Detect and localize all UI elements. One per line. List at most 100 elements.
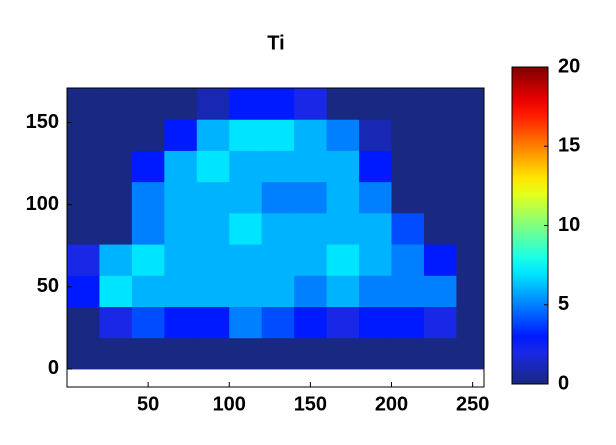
- heatmap-cell: [359, 337, 393, 370]
- heatmap-cell: [261, 244, 295, 276]
- heatmap-cell: [229, 244, 263, 276]
- heatmap-cell: [359, 212, 393, 245]
- heatmap-cell: [423, 337, 457, 370]
- heatmap-cell: [326, 88, 360, 120]
- heatmap-cell: [131, 119, 165, 151]
- heatmap-cell: [99, 306, 133, 339]
- heatmap-cell: [229, 306, 263, 339]
- x-tick-label: 100: [213, 393, 246, 415]
- heatmap-cell: [326, 275, 360, 307]
- heatmap-cell: [131, 150, 165, 183]
- heatmap-cell: [423, 275, 457, 307]
- x-tick-label: 200: [375, 393, 408, 415]
- heatmap-cell: [423, 150, 457, 183]
- heatmap-cell: [391, 244, 425, 276]
- heatmap-cell: [131, 212, 165, 245]
- heatmap-cell: [261, 88, 295, 120]
- heatmap-cell: [164, 244, 198, 276]
- colorbar-tick-label: 20: [558, 55, 580, 77]
- heatmap-cell: [423, 181, 457, 214]
- heatmap-cell: [229, 337, 263, 370]
- heatmap-cell: [294, 119, 328, 151]
- heatmap-cell: [456, 244, 485, 276]
- heatmap-cell: [359, 181, 393, 214]
- heatmap-cell: [326, 181, 360, 214]
- heatmap-cell: [294, 275, 328, 307]
- heatmap-cell: [326, 306, 360, 339]
- heatmap-cell: [261, 275, 295, 307]
- heatmap-cell: [131, 306, 165, 339]
- heatmap-cell: [261, 181, 295, 214]
- heatmap-cell: [359, 150, 393, 183]
- y-tick-label: 100: [26, 193, 59, 215]
- heatmap-cell: [196, 150, 230, 183]
- heatmap-cell: [164, 212, 198, 245]
- heatmap-cell: [359, 306, 393, 339]
- heatmap-cell: [456, 275, 485, 307]
- heatmap-cell: [294, 244, 328, 276]
- colorbar-tick-label: 5: [558, 293, 569, 315]
- heatmap-cell: [131, 275, 165, 307]
- heatmap-cell: [67, 150, 100, 183]
- heatmap-cell: [391, 181, 425, 214]
- heatmap-cell: [164, 275, 198, 307]
- heatmap-cell: [196, 181, 230, 214]
- heatmap-cell: [99, 337, 133, 370]
- heatmap-cell: [423, 212, 457, 245]
- heatmap-cell: [196, 212, 230, 245]
- heatmap-cell: [391, 150, 425, 183]
- plot-frame: [66, 87, 485, 388]
- heatmap-cell: [131, 244, 165, 276]
- heatmap-cell: [326, 150, 360, 183]
- heatmap-cell: [229, 150, 263, 183]
- heatmap-cell: [99, 88, 133, 120]
- heatmap-cell: [99, 150, 133, 183]
- heatmap-cell: [261, 150, 295, 183]
- y-tick-label: 50: [37, 275, 59, 297]
- heatmap-cell: [67, 337, 100, 370]
- heatmap-cell: [261, 119, 295, 151]
- heatmap-cell: [67, 119, 100, 151]
- x-tick-label: 250: [456, 393, 489, 415]
- heatmap-cell: [196, 88, 230, 120]
- heatmap-cell: [67, 88, 100, 120]
- heatmap-cell: [423, 88, 457, 120]
- heatmap-cell: [326, 244, 360, 276]
- heatmap-cell: [456, 212, 485, 245]
- heatmap-cell: [391, 337, 425, 370]
- heatmap-cell: [391, 212, 425, 245]
- heatmap-cell: [456, 119, 485, 151]
- y-tick-label: 150: [26, 111, 59, 133]
- heatmap-cell: [99, 275, 133, 307]
- heatmap-cell: [67, 275, 100, 307]
- heatmap-cell: [456, 88, 485, 120]
- heatmap-cell: [359, 244, 393, 276]
- heatmap-cell: [261, 337, 295, 370]
- heatmap-cell: [326, 337, 360, 370]
- y-tick-label: 0: [48, 357, 59, 379]
- heatmap-cell: [391, 119, 425, 151]
- heatmap-cell: [164, 88, 198, 120]
- heatmap-cell: [294, 181, 328, 214]
- heatmap-cell: [164, 150, 198, 183]
- heatmap-cell: [164, 119, 198, 151]
- colorbar: [511, 66, 549, 385]
- chart-title: Ti: [267, 32, 284, 54]
- heatmap-cell: [164, 306, 198, 339]
- heatmap-cell: [196, 244, 230, 276]
- x-tick-label: 150: [294, 393, 327, 415]
- heatmap-cell: [229, 212, 263, 245]
- heatmap-cell: [196, 275, 230, 307]
- heatmap-cell: [456, 306, 485, 339]
- heatmap-cell: [359, 275, 393, 307]
- heatmap-cell: [164, 181, 198, 214]
- heatmap-cell: [294, 337, 328, 370]
- heatmap-cell: [391, 88, 425, 120]
- heatmap-cell: [359, 88, 393, 120]
- heatmap-cell: [99, 244, 133, 276]
- heatmap-cell: [196, 119, 230, 151]
- heatmap-cell: [391, 306, 425, 339]
- heatmap-cell: [456, 337, 485, 370]
- heatmap-cell: [131, 337, 165, 370]
